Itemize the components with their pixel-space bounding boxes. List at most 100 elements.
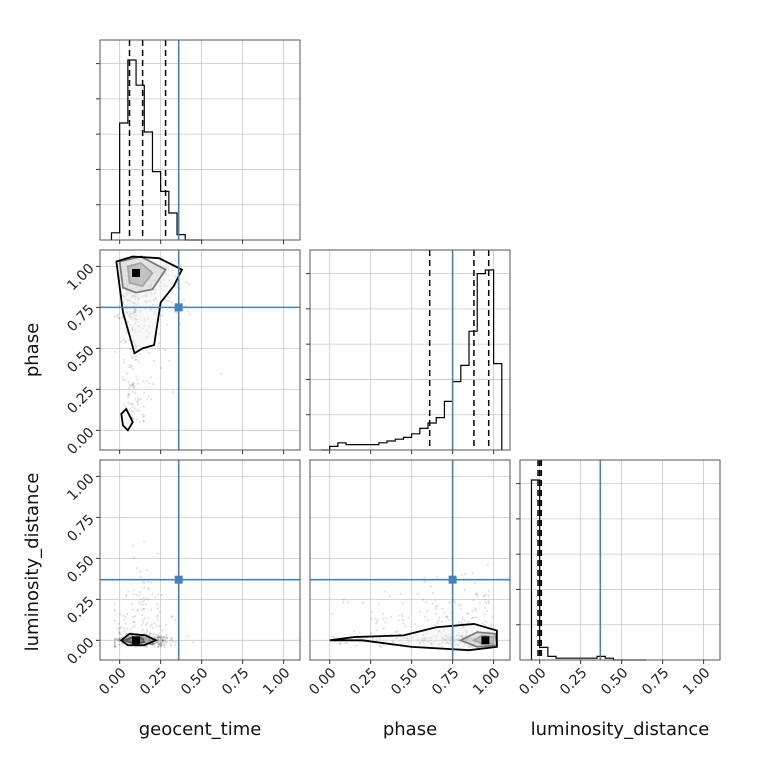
sample-point <box>435 605 438 608</box>
sample-point <box>471 610 474 613</box>
sample-point <box>380 645 383 648</box>
y-tick-label: 1.00 <box>64 261 97 294</box>
sample-point <box>137 397 140 400</box>
sample-point <box>143 414 146 418</box>
sample-point <box>471 617 474 620</box>
sample-point <box>172 391 175 394</box>
sample-point <box>124 632 127 635</box>
sample-point <box>434 607 438 611</box>
sample-point <box>155 634 158 637</box>
sample-point <box>156 645 159 648</box>
x-tick-label: 0.25 <box>137 665 170 698</box>
sample-point <box>150 623 153 626</box>
sample-point <box>139 353 142 356</box>
sample-point <box>123 341 127 344</box>
sample-point <box>171 291 174 294</box>
sample-point <box>161 639 164 642</box>
sample-point <box>152 633 155 636</box>
sample-point <box>133 556 136 560</box>
sample-point <box>150 643 153 646</box>
sample-point <box>361 601 364 605</box>
sample-point <box>164 623 168 626</box>
sample-point <box>122 378 125 381</box>
sample-point <box>160 635 164 638</box>
sample-point <box>487 601 491 604</box>
sample-point <box>125 627 129 630</box>
sample-point <box>151 643 154 646</box>
sample-point <box>150 608 153 611</box>
sample-point <box>483 613 486 616</box>
sample-point <box>448 601 451 604</box>
sample-point <box>131 383 134 387</box>
sample-point <box>141 600 144 604</box>
sample-point <box>143 581 146 584</box>
sample-point <box>124 378 127 381</box>
sample-point <box>147 598 150 601</box>
sample-point <box>132 385 135 388</box>
sample-point <box>441 620 444 623</box>
sample-point <box>132 593 135 596</box>
sample-point <box>370 631 373 635</box>
sample-point <box>159 641 163 644</box>
x-tick-label: 0.75 <box>639 665 672 698</box>
sample-point <box>484 620 488 623</box>
sample-point <box>127 393 131 396</box>
sample-point <box>118 632 121 635</box>
sample-point <box>113 645 116 648</box>
sample-point <box>130 366 133 369</box>
sample-point <box>149 643 152 646</box>
sample-point <box>155 636 158 639</box>
sample-point <box>120 340 123 343</box>
sample-point <box>143 540 146 543</box>
sample-point <box>131 626 135 629</box>
sample-point <box>147 586 150 590</box>
sample-point <box>156 615 159 619</box>
sample-point <box>146 397 149 401</box>
sample-point <box>122 338 125 341</box>
sample-point <box>159 645 162 648</box>
sample-point <box>132 589 135 592</box>
sample-point <box>130 355 133 358</box>
sample-point <box>142 621 145 624</box>
sample-point <box>396 630 399 633</box>
sample-point <box>394 630 397 634</box>
sample-point <box>152 642 155 645</box>
sample-point <box>154 641 158 644</box>
sample-point <box>113 637 116 640</box>
sample-point <box>157 636 160 639</box>
sample-point <box>121 375 124 379</box>
sample-point <box>150 643 153 646</box>
sample-point <box>127 394 130 397</box>
sample-point <box>457 621 461 624</box>
sample-point <box>453 599 456 602</box>
x-tick-label: 0.00 <box>516 665 549 698</box>
sample-point <box>163 643 166 647</box>
sample-point <box>463 619 466 622</box>
sample-point <box>127 393 130 396</box>
sample-point <box>146 380 149 383</box>
sample-point <box>485 601 488 604</box>
sample-point <box>133 358 137 362</box>
sample-point <box>131 416 134 419</box>
sample-point <box>188 313 192 316</box>
sample-point <box>487 594 490 597</box>
sample-point <box>434 599 437 602</box>
sample-point <box>151 382 154 385</box>
sample-point <box>160 645 163 648</box>
sample-point <box>116 315 119 318</box>
truth-marker <box>174 303 183 312</box>
sample-point <box>114 613 118 616</box>
sample-point <box>476 594 480 598</box>
sample-point <box>122 626 125 630</box>
sample-point <box>136 609 139 612</box>
sample-point <box>161 638 164 641</box>
sample-point <box>186 309 189 312</box>
sample-point <box>114 637 117 641</box>
sample-point <box>484 598 487 601</box>
sample-point <box>143 617 146 620</box>
panel-frame <box>99 39 301 241</box>
sample-point <box>446 616 449 619</box>
sample-point <box>138 409 141 413</box>
sample-point <box>162 639 165 643</box>
x-tick-label: 0.00 <box>306 665 339 698</box>
